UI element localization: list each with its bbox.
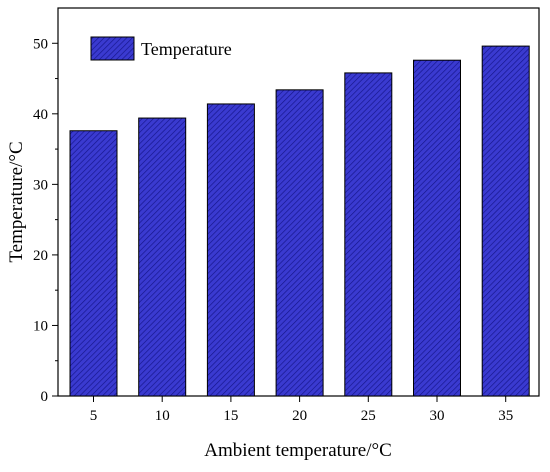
legend-label: Temperature	[141, 39, 232, 59]
y-tick-label: 20	[33, 248, 48, 264]
bar-15	[206, 103, 255, 397]
y-axis: 0 10 20 30 40 50	[33, 36, 58, 405]
y-axis-title: Temperature/°C	[6, 141, 27, 262]
legend: Temperature	[90, 36, 232, 61]
y-tick-label: 50	[33, 36, 48, 52]
y-tick-label: 30	[33, 177, 48, 193]
y-tick-label: 0	[41, 389, 49, 405]
x-tick-label: 10	[155, 408, 170, 424]
bar-10	[138, 117, 187, 397]
bar-25	[344, 72, 393, 397]
x-axis-title: Ambient temperature/°C	[204, 440, 392, 461]
x-tick-label: 15	[223, 408, 238, 424]
y-tick-label: 40	[33, 107, 48, 123]
bars-layer	[69, 45, 530, 397]
y-tick-label: 10	[33, 318, 48, 334]
x-tick-label: 30	[430, 408, 445, 424]
bar-35	[481, 45, 530, 397]
x-axis: 5 10 15 20 25 30 35	[90, 396, 513, 424]
x-tick-label: 25	[361, 408, 376, 424]
x-tick-label: 20	[292, 408, 307, 424]
x-tick-label: 35	[498, 408, 513, 424]
bar-5	[69, 130, 118, 397]
bar-30	[413, 59, 461, 397]
bar-20	[275, 89, 324, 397]
x-tick-label: 5	[90, 408, 98, 424]
legend-swatch	[90, 36, 135, 61]
